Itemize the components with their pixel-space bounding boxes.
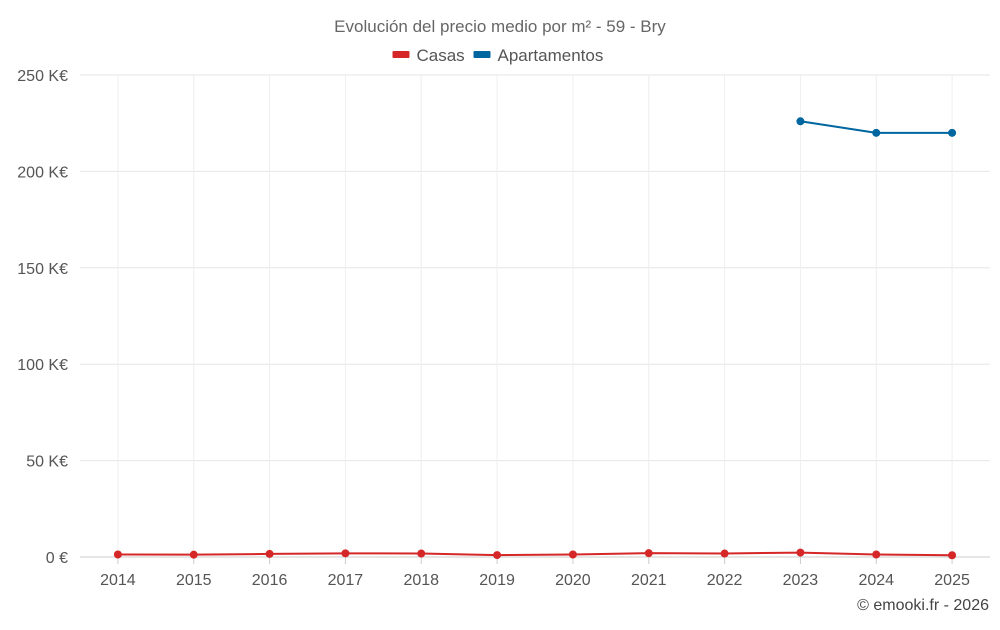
legend-label: Casas: [417, 46, 465, 65]
data-point[interactable]: [796, 117, 805, 126]
data-point[interactable]: [948, 551, 957, 560]
x-axis: 2014 2015 2016 2017 2018 2019 2020 2021 2022 2023…: [80, 556, 990, 589]
data-point[interactable]: [265, 549, 274, 558]
series-apartamentos: [796, 117, 957, 137]
series-group: [113, 117, 957, 560]
series-line: [117, 551, 953, 557]
x-tick-label: 2014: [100, 572, 136, 589]
y-tick-label: 100 K€: [17, 357, 68, 374]
x-tick-label: 2025: [934, 572, 970, 589]
data-point[interactable]: [113, 550, 122, 559]
data-point[interactable]: [872, 550, 881, 559]
data-point[interactable]: [189, 550, 198, 559]
x-tick-label: 2021: [631, 572, 667, 589]
legend-swatch: [473, 51, 491, 58]
x-tick-label: 2016: [252, 572, 288, 589]
x-tick-label: 2019: [479, 572, 515, 589]
data-point[interactable]: [644, 549, 653, 558]
data-point[interactable]: [948, 128, 957, 137]
y-tick-label: 150 K€: [17, 261, 68, 278]
legend-item-apartamentos[interactable]: Apartamentos: [473, 46, 604, 65]
y-tick-label: 250 K€: [17, 68, 68, 85]
x-tick-label: 2022: [707, 572, 743, 589]
x-tick-label: 2018: [403, 572, 439, 589]
y-axis: 0 € 50 K€ 100 K€ 150 K€ 200 K€ 250 K€: [17, 68, 68, 567]
chart-title: Evolución del precio medio por m² - 59 -…: [334, 17, 666, 36]
y-tick-label: 0 €: [46, 550, 68, 567]
legend-swatch: [392, 51, 410, 58]
y-tick-label: 200 K€: [17, 164, 68, 181]
data-point[interactable]: [796, 548, 805, 557]
x-tick-label: 2020: [555, 572, 591, 589]
credit-text: © emooki.fr - 2026: [857, 597, 989, 614]
data-point[interactable]: [341, 549, 350, 558]
y-tick-label: 50 K€: [26, 454, 68, 471]
legend-item-casas[interactable]: Casas: [392, 46, 465, 65]
data-point[interactable]: [493, 551, 502, 560]
x-tick-label: 2017: [328, 572, 364, 589]
data-point[interactable]: [872, 128, 881, 137]
legend: Casas Apartamentos: [392, 46, 604, 65]
data-point[interactable]: [568, 550, 577, 559]
legend-label: Apartamentos: [498, 46, 604, 65]
x-tick-label: 2023: [783, 572, 819, 589]
x-tick-label: 2024: [858, 572, 894, 589]
data-point[interactable]: [417, 549, 426, 558]
data-point[interactable]: [720, 549, 729, 558]
x-tick-label: 2015: [176, 572, 212, 589]
grid: [80, 74, 990, 558]
series-casas: [113, 548, 957, 560]
